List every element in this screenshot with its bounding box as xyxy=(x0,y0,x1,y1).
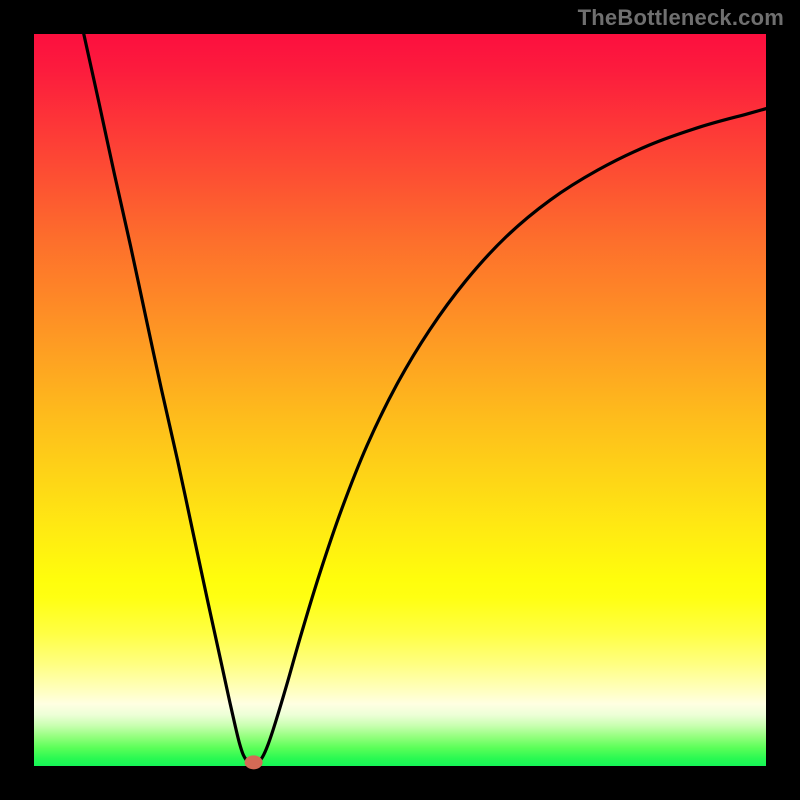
attribution-text: TheBottleneck.com xyxy=(578,5,784,31)
minimum-marker xyxy=(245,755,263,769)
chart-stage: TheBottleneck.com xyxy=(0,0,800,800)
chart-svg xyxy=(0,0,800,800)
